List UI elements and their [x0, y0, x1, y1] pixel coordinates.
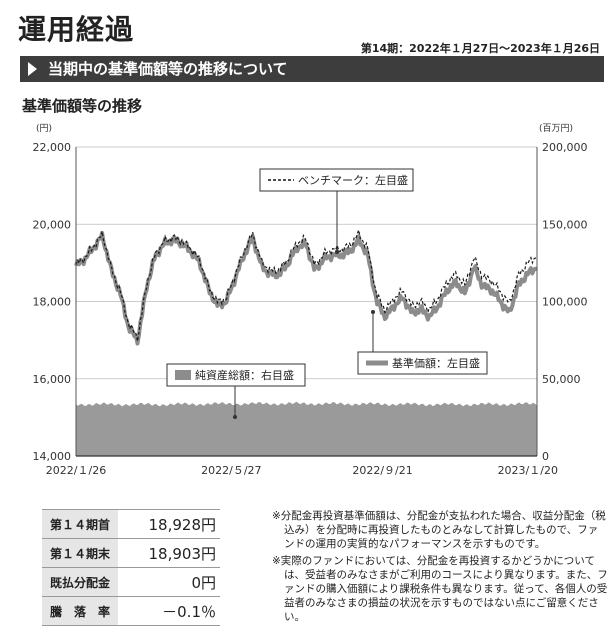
y-axis-unit: (円) — [36, 123, 52, 134]
page-title: 運用経過 — [18, 13, 135, 46]
arrow-right-icon — [28, 62, 37, 76]
chart-subtitle: 基準価額等の推移 — [22, 97, 143, 115]
x-tick-label: 2022/５/27 — [201, 464, 261, 477]
legend-leader-dot — [335, 250, 339, 254]
x-tick-label: 2022/９/21 — [352, 464, 412, 477]
legend-swatch — [175, 370, 191, 380]
y-tick-label: 20,000 — [33, 218, 72, 231]
fiscal-period: 第14期：2022年１月27日～2023年１月26日 — [360, 42, 600, 55]
legend-box — [357, 351, 488, 375]
y-tick-label: 18,000 — [33, 296, 72, 309]
legend-box — [166, 363, 306, 387]
price-chart: 14,000 0 16,000 50,000 18,000 100,000 20,000 15… — [33, 123, 588, 477]
y-tick-label: 22,000 — [33, 141, 72, 154]
summary-table: 第１４期首 18,928円 第１４期末 18,903円 既払分配金 0円 騰 落… — [42, 509, 220, 626]
y2-axis-unit: (百万円) — [539, 123, 573, 134]
table-row: 既払分配金 0円 — [42, 567, 220, 597]
y-tick-label: 16,000 — [33, 373, 72, 386]
row-value: －0.1％ — [118, 596, 220, 626]
row-value: 0円 — [118, 567, 220, 597]
row-label: 騰 落 率 — [42, 596, 118, 626]
section-banner-label: 当期中の基準価額等の推移について — [48, 60, 288, 78]
row-value: 18,903円 — [118, 538, 220, 568]
legend-label: ベンチマーク：左目盛 — [298, 173, 408, 187]
legend-box — [259, 168, 414, 192]
nav-line — [74, 230, 538, 346]
legend-label: 基準価額：左目盛 — [392, 356, 480, 370]
row-label: 第１４期末 — [42, 538, 118, 568]
section-banner: 当期中の基準価額等の推移について — [20, 56, 604, 82]
y2-tick-label: 0 — [542, 450, 549, 463]
table-row: 第１４期首 18,928円 — [42, 509, 220, 539]
footnotes: ※分配金再投資基準価額は、分配金が支払われた場合、収益分配金（税込み）を分配時に… — [272, 509, 608, 627]
y2-tick-label: 150,000 — [542, 218, 588, 231]
net-assets-area — [76, 401, 537, 456]
row-label: 既払分配金 — [42, 567, 118, 597]
x-tick-label: 2022/１/26 — [46, 464, 106, 477]
y2-tick-label: 100,000 — [542, 296, 588, 309]
footnote: ※分配金再投資基準価額は、分配金が支払われた場合、収益分配金（税込み）を分配時に… — [272, 510, 606, 551]
row-value: 18,928円 — [118, 509, 220, 539]
legend-leader-dot — [371, 310, 375, 314]
legend-label: 純資産総額：右目盛 — [195, 368, 294, 382]
x-tick-label: 2023/１/20 — [498, 464, 558, 477]
table-row: 騰 落 率 －0.1％ — [42, 596, 220, 626]
row-label: 第１４期首 — [42, 509, 118, 539]
footnote: ※実際のファンドにおいては、分配金を再投資するかどうかについては、受益者のみなさ… — [272, 554, 608, 624]
legend-leader-dot — [233, 415, 237, 419]
y2-tick-label: 50,000 — [542, 373, 581, 386]
y2-tick-label: 200,000 — [542, 141, 588, 154]
benchmark-line — [75, 227, 538, 342]
y-tick-label: 14,000 — [33, 450, 72, 463]
table-row: 第１４期末 18,903円 — [42, 538, 220, 568]
